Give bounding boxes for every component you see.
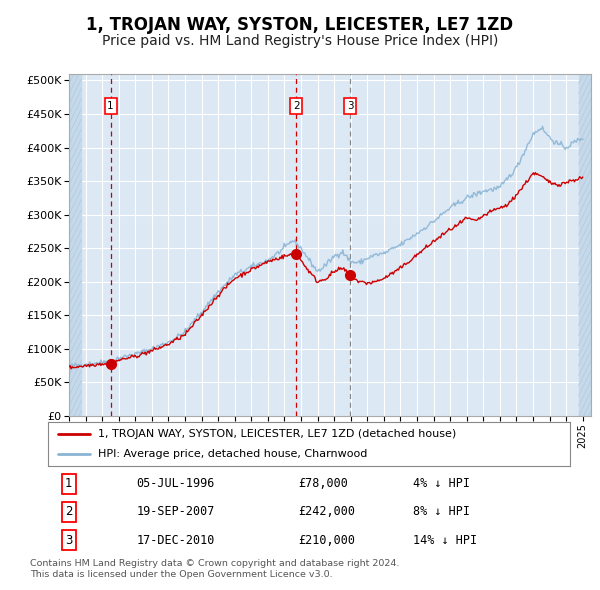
Text: 14% ↓ HPI: 14% ↓ HPI [413, 533, 478, 546]
Text: 05-JUL-1996: 05-JUL-1996 [137, 477, 215, 490]
Text: £210,000: £210,000 [299, 533, 356, 546]
Text: 1, TROJAN WAY, SYSTON, LEICESTER, LE7 1ZD (detached house): 1, TROJAN WAY, SYSTON, LEICESTER, LE7 1Z… [98, 429, 456, 439]
Text: HPI: Average price, detached house, Charnwood: HPI: Average price, detached house, Char… [98, 449, 367, 459]
Text: 1, TROJAN WAY, SYSTON, LEICESTER, LE7 1ZD: 1, TROJAN WAY, SYSTON, LEICESTER, LE7 1Z… [86, 16, 514, 34]
Text: £78,000: £78,000 [299, 477, 349, 490]
Text: 1: 1 [107, 101, 114, 111]
Text: 1: 1 [65, 477, 73, 490]
Text: 2: 2 [293, 101, 299, 111]
Text: 4% ↓ HPI: 4% ↓ HPI [413, 477, 470, 490]
Text: 8% ↓ HPI: 8% ↓ HPI [413, 505, 470, 519]
Text: £242,000: £242,000 [299, 505, 356, 519]
Text: Price paid vs. HM Land Registry's House Price Index (HPI): Price paid vs. HM Land Registry's House … [102, 34, 498, 48]
Text: 2: 2 [65, 505, 73, 519]
Text: 19-SEP-2007: 19-SEP-2007 [137, 505, 215, 519]
Text: 17-DEC-2010: 17-DEC-2010 [137, 533, 215, 546]
Text: Contains HM Land Registry data © Crown copyright and database right 2024.
This d: Contains HM Land Registry data © Crown c… [30, 559, 400, 579]
Text: 3: 3 [347, 101, 353, 111]
Text: 3: 3 [65, 533, 73, 546]
